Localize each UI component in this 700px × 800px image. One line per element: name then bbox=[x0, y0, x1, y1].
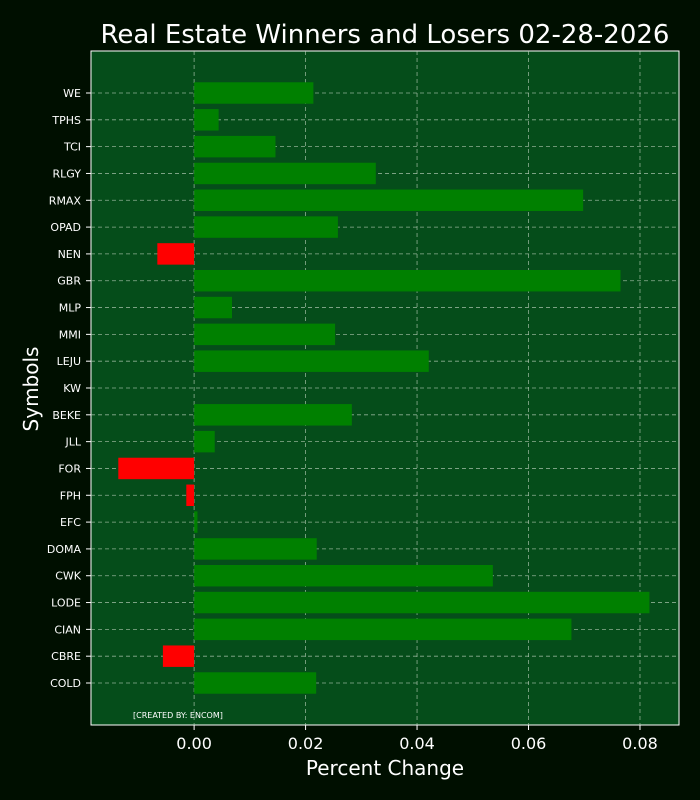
y-tick-label: RMAX bbox=[49, 194, 82, 207]
bar-cwk bbox=[194, 565, 493, 587]
bar-leju bbox=[194, 350, 429, 372]
y-tick-label: COLD bbox=[50, 677, 81, 690]
bar-fph bbox=[186, 484, 195, 506]
y-tick-label: LEJU bbox=[57, 355, 81, 368]
y-tick-label: JLL bbox=[64, 436, 81, 449]
bar-beke bbox=[194, 404, 352, 426]
bar-for bbox=[118, 457, 195, 480]
y-tick-label: CWK bbox=[55, 570, 82, 583]
y-tick-label: OPAD bbox=[50, 221, 81, 234]
y-tick-label: EFC bbox=[60, 516, 81, 529]
y-tick-label: FPH bbox=[60, 489, 81, 502]
x-axis-label: Percent Change bbox=[306, 756, 464, 780]
y-tick-label: BEKE bbox=[52, 409, 81, 422]
bar-cbre bbox=[162, 645, 195, 667]
x-tick-label: 0.08 bbox=[622, 734, 658, 753]
y-tick-label: MLP bbox=[59, 302, 82, 315]
bar-efc bbox=[194, 511, 198, 533]
y-tick-label: KW bbox=[63, 382, 81, 395]
y-tick-label: TCI bbox=[63, 141, 81, 154]
y-tick-label: NEN bbox=[58, 248, 81, 261]
bar-tci bbox=[194, 135, 276, 158]
bar-mlp bbox=[194, 296, 233, 319]
bar-doma bbox=[194, 538, 317, 560]
y-tick-label: GBR bbox=[57, 275, 81, 288]
y-tick-label: MMI bbox=[59, 328, 81, 341]
x-tick-label: 0.06 bbox=[511, 734, 547, 753]
bar-opad bbox=[194, 216, 338, 238]
x-tick-labels: 0.00 0.02 0.04 0.06 0.08 bbox=[176, 725, 658, 753]
y-tick-label: DOMA bbox=[47, 543, 82, 556]
y-tick-label: TPHS bbox=[51, 114, 81, 127]
y-tick-label: FOR bbox=[58, 462, 81, 475]
y-axis-label: Symbols bbox=[19, 347, 43, 432]
bar-rlgy bbox=[194, 162, 376, 185]
bar-cian bbox=[194, 618, 572, 641]
y-tick-labels: COLD CBRE CIAN LODE CWK DOMA EFC FPH FOR JLL BEKE K… bbox=[47, 87, 91, 690]
x-tick-label: 0.04 bbox=[399, 734, 435, 753]
bar-mmi bbox=[194, 323, 336, 346]
bar-we bbox=[194, 82, 314, 104]
y-tick-label: CBRE bbox=[51, 650, 81, 663]
bar-tphs bbox=[194, 109, 219, 131]
y-tick-label: CIAN bbox=[54, 623, 81, 636]
y-tick-label: WE bbox=[63, 87, 81, 100]
bar-rmax bbox=[194, 189, 584, 211]
bar-cold bbox=[194, 672, 317, 694]
x-tick-label: 0.00 bbox=[176, 734, 212, 753]
bar-nen bbox=[157, 243, 195, 265]
bar-lode bbox=[194, 591, 650, 614]
x-tick-label: 0.02 bbox=[288, 734, 324, 753]
chart-title: Real Estate Winners and Losers 02-28-202… bbox=[101, 20, 670, 50]
y-tick-label: RLGY bbox=[53, 167, 82, 180]
bar-gbr bbox=[194, 270, 621, 292]
y-tick-label: LODE bbox=[51, 597, 81, 610]
bars bbox=[118, 82, 650, 694]
bar-jll bbox=[194, 430, 215, 453]
credit-label: [CREATED BY: ENCOM] bbox=[133, 711, 223, 720]
